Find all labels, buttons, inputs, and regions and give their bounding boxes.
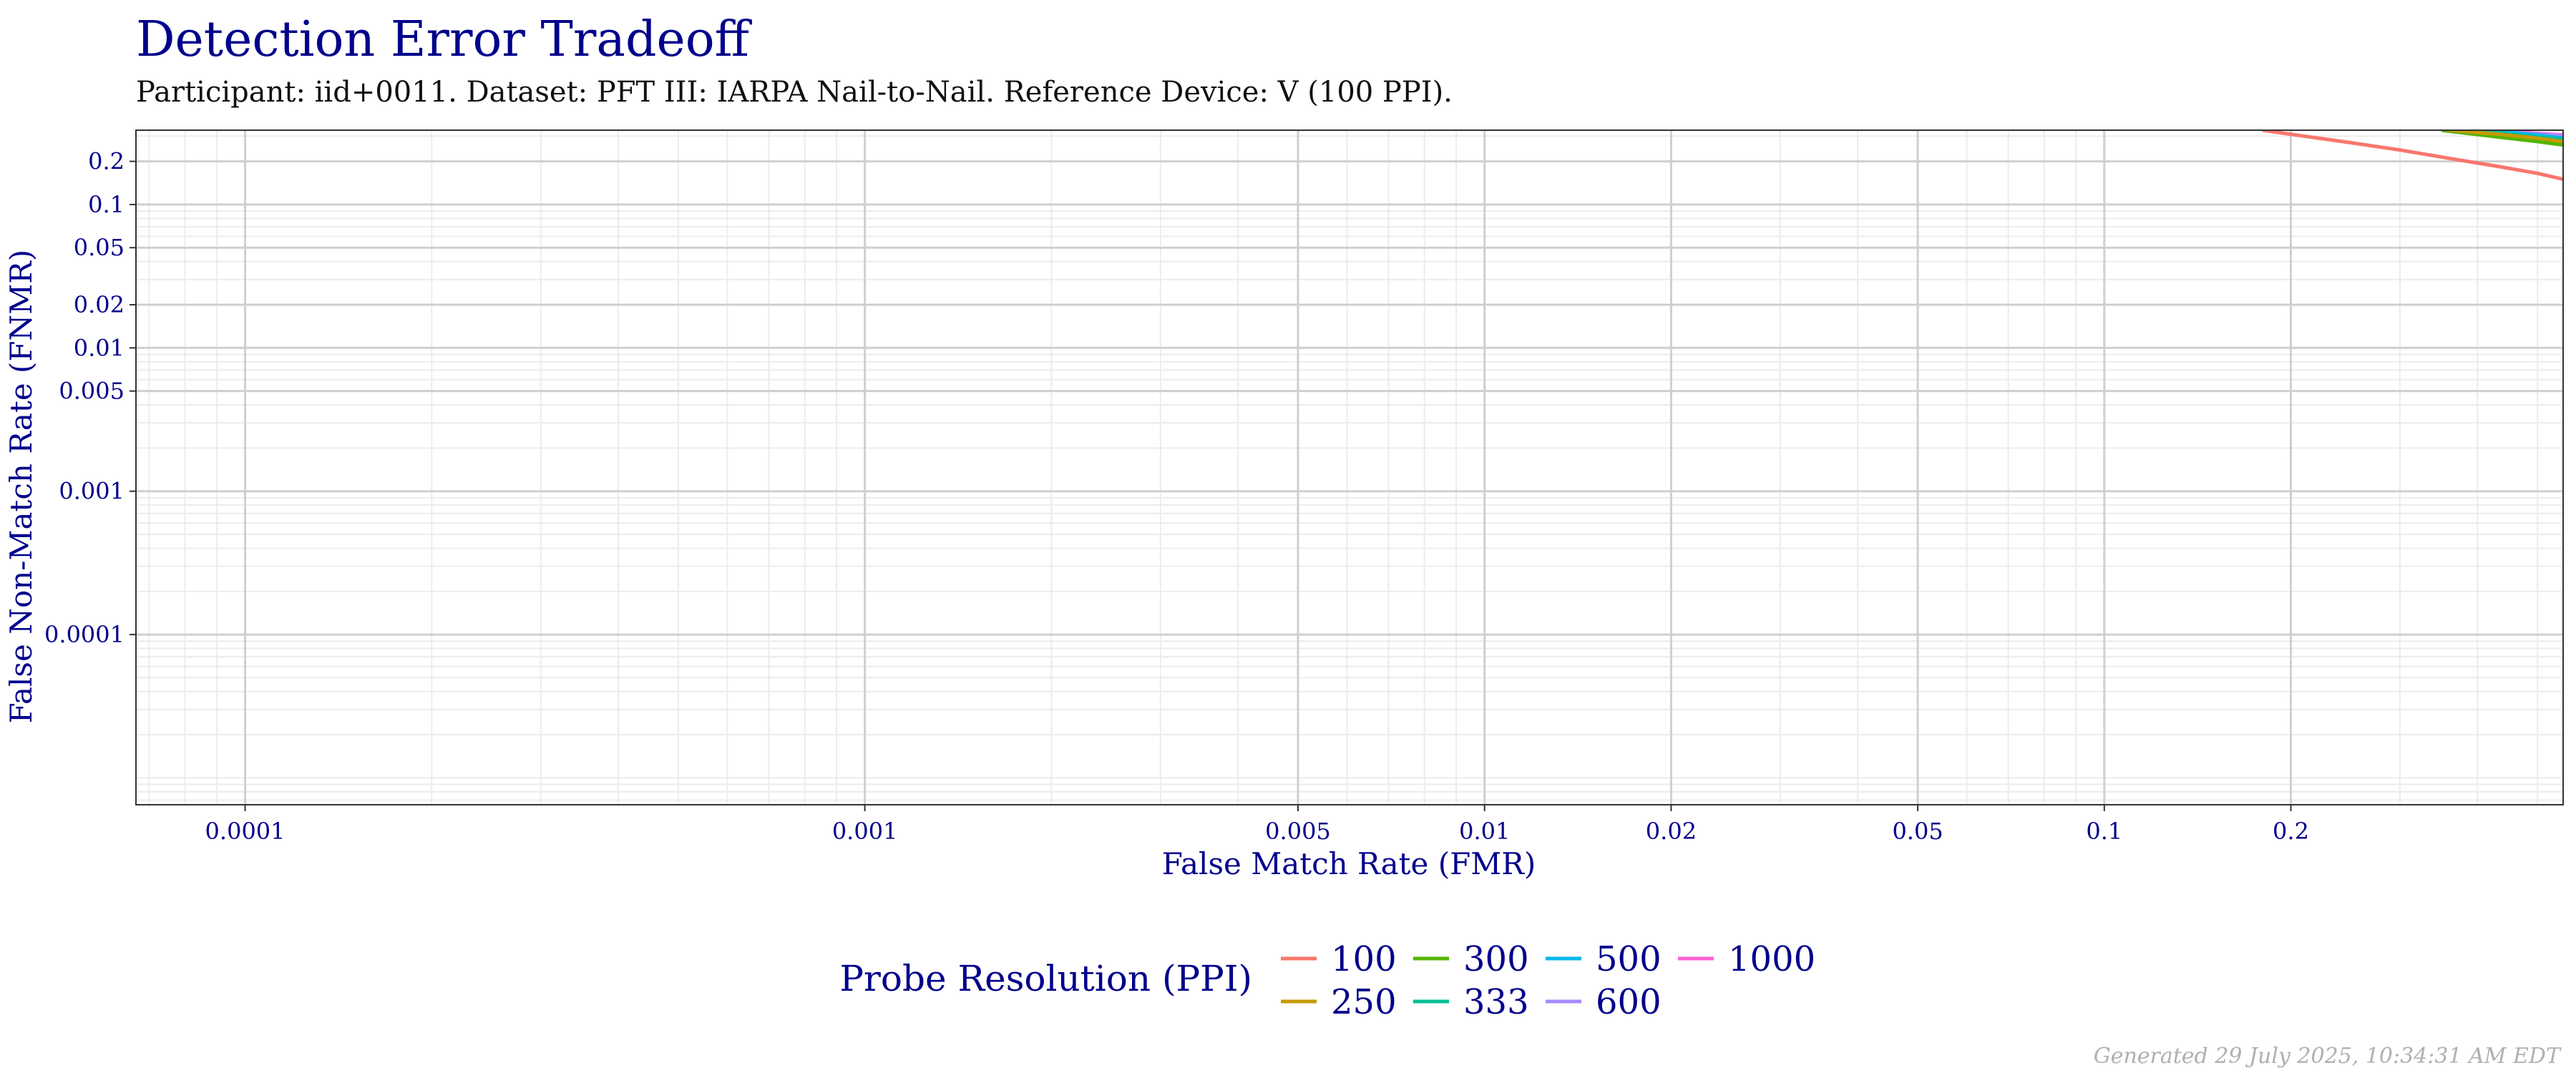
y-tick-label: 0.001 xyxy=(59,478,125,505)
x-tick-label: 0.2 xyxy=(2273,818,2309,845)
legend-title: Probe Resolution (PPI) xyxy=(839,958,1252,999)
x-axis: 0.0001 0.001 0.005 0.01 0.02 0.05 0.1 0.2 xyxy=(205,805,2309,845)
x-tick-label: 0.001 xyxy=(832,818,898,845)
legend-label-100: 100 xyxy=(1331,939,1397,979)
minor-gridlines xyxy=(136,130,2563,805)
x-tick-label: 0.02 xyxy=(1646,818,1697,845)
x-tick-label: 0.05 xyxy=(1892,818,1943,845)
x-tick-label: 0.1 xyxy=(2086,818,2122,845)
x-tick-label: 0.0001 xyxy=(205,818,286,845)
y-axis-title: False Non-Match Rate (FNMR) xyxy=(4,250,39,724)
chart-title: Detection Error Tradeoff xyxy=(136,11,753,68)
legend-label-300: 300 xyxy=(1463,939,1529,979)
legend-label-600: 600 xyxy=(1596,982,1662,1022)
curve-ppi-100 xyxy=(2262,130,2563,182)
legend-label-1000: 1000 xyxy=(1728,939,1815,979)
legend-label-333: 333 xyxy=(1463,982,1529,1022)
x-tick-label: 0.005 xyxy=(1265,818,1331,845)
chart-subtitle: Participant: iid+0011. Dataset: PFT III:… xyxy=(136,76,1453,109)
y-tick-label: 0.01 xyxy=(74,334,125,361)
y-tick-label: 0.0001 xyxy=(44,621,125,648)
y-tick-label: 0.1 xyxy=(88,191,125,218)
y-tick-label: 0.05 xyxy=(74,234,125,261)
major-gridlines xyxy=(136,130,2563,805)
x-axis-title: False Match Rate (FMR) xyxy=(1162,846,1536,881)
x-tick-label: 0.01 xyxy=(1459,818,1510,845)
y-tick-label: 0.005 xyxy=(59,378,125,405)
y-tick-label: 0.02 xyxy=(74,291,125,318)
generated-timestamp: Generated 29 July 2025, 10:34:31 AM EDT xyxy=(2094,1044,2562,1069)
curve-ppi-250 xyxy=(2449,130,2563,144)
y-tick-label: 0.2 xyxy=(88,148,125,175)
det-curves xyxy=(2262,130,2563,182)
y-axis: 0.2 0.1 0.05 0.02 0.01 0.005 0.001 0.0001 xyxy=(44,148,136,648)
legend-label-500: 500 xyxy=(1596,939,1662,979)
plot-panel xyxy=(135,129,2564,805)
legend-label-250: 250 xyxy=(1331,982,1397,1022)
